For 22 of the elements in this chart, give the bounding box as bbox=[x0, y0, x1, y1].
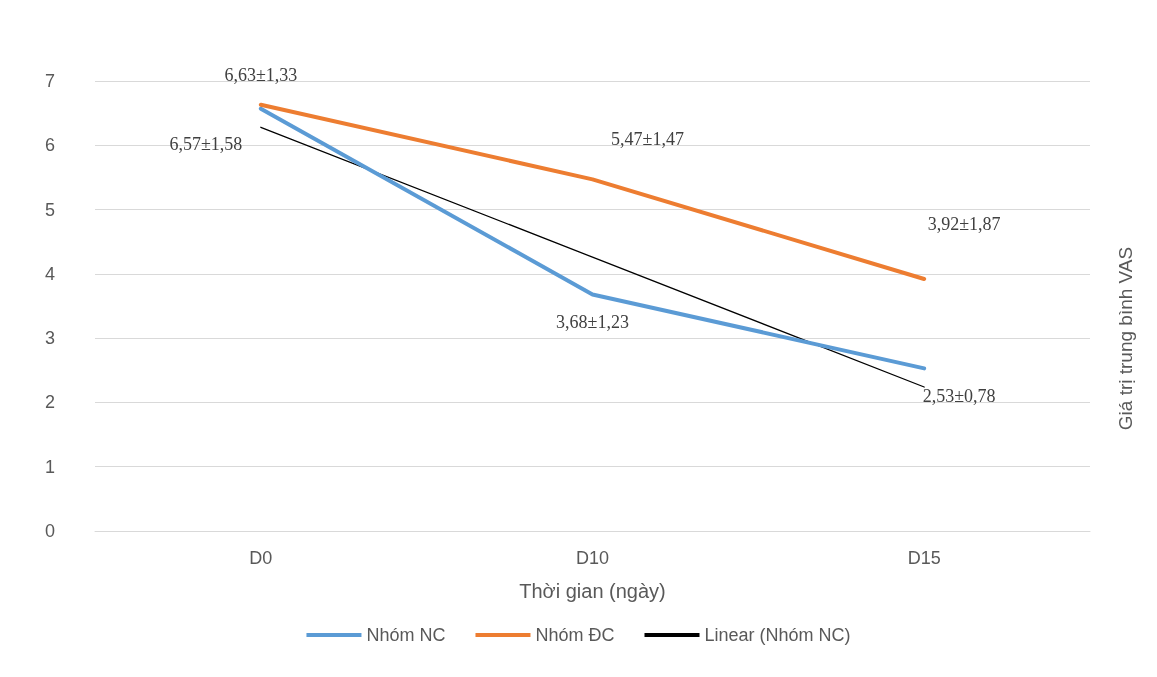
y-axis-title: Giá trị trung bình VAS bbox=[1115, 246, 1136, 431]
data-label: 5,47±1,47 bbox=[611, 129, 684, 150]
x-tick-label: D10 bbox=[575, 548, 610, 568]
y-tick-label: 1 bbox=[44, 456, 55, 477]
y-tick-label: 4 bbox=[44, 263, 55, 284]
data-label: 3,92±1,87 bbox=[927, 214, 1001, 234]
y-tick-label: 5 bbox=[44, 199, 55, 220]
y-tick-label: 0 bbox=[44, 521, 55, 541]
x-tick-label: D0 bbox=[249, 548, 273, 568]
y-tick-label: 6 bbox=[44, 135, 55, 156]
data-label: 3,68±1,23 bbox=[556, 312, 629, 333]
data-label: 6,57±1,58 bbox=[169, 133, 243, 154]
x-axis-title: Thời gian (ngày) bbox=[519, 580, 666, 602]
data-label: 2,53±0,78 bbox=[922, 386, 996, 407]
y-tick-label: 3 bbox=[44, 328, 55, 349]
data-label: 6,63±1,33 bbox=[224, 64, 298, 85]
y-tick-label: 2 bbox=[44, 392, 55, 413]
legend-label: Linear (Nhóm NC) bbox=[704, 625, 851, 645]
x-tick-label: D15 bbox=[907, 548, 941, 568]
legend-label: Nhóm NC bbox=[366, 625, 446, 645]
legend-label: Nhóm ĐC bbox=[535, 625, 615, 645]
y-tick-label: 7 bbox=[44, 71, 55, 91]
